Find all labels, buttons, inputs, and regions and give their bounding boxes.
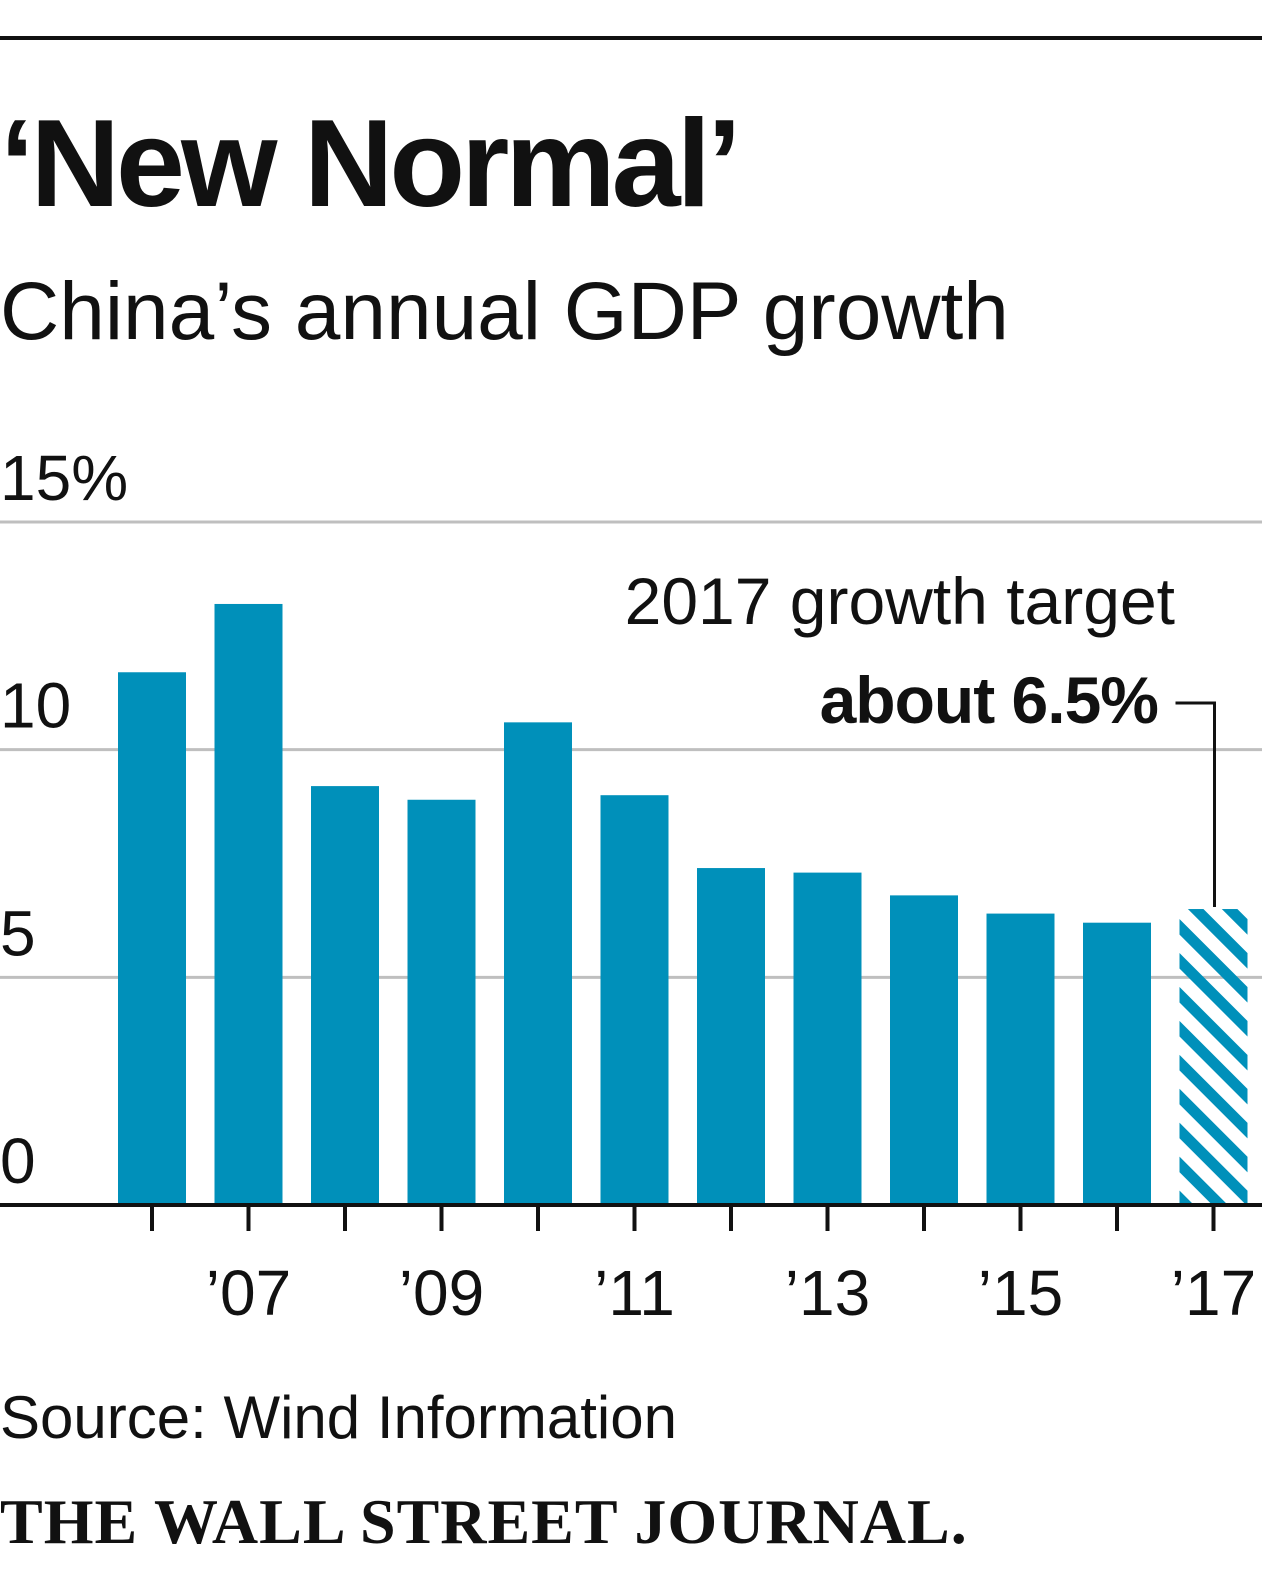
y-tick-label: 0 <box>0 1125 36 1197</box>
bar <box>697 868 765 1205</box>
y-tick-label: 5 <box>0 897 36 969</box>
bar-projected <box>1179 909 1248 1205</box>
source-note: Source: Wind Information <box>0 1384 677 1451</box>
bar <box>504 722 572 1205</box>
annotation-line2: about 6.5% <box>820 663 1158 737</box>
y-tick-label: 10 <box>0 670 71 742</box>
bar <box>793 872 862 1205</box>
bar <box>407 799 476 1205</box>
x-tick-label: ’07 <box>206 1257 291 1329</box>
chart-subtitle: China’s annual GDP growth <box>0 266 1009 357</box>
x-tick-label: ’09 <box>399 1257 484 1329</box>
y-tick-label: 15% <box>0 442 128 514</box>
x-tick-label: ’15 <box>978 1257 1063 1329</box>
bar <box>890 895 958 1205</box>
annotation-leader-line <box>1175 701 1216 908</box>
y-axis-tick-labels: 0 5 10 15% <box>0 442 128 1197</box>
bar <box>600 795 669 1205</box>
x-axis-ticks: ’07 ’09 ’11 ’13 ’15 ’17 <box>150 1205 1256 1329</box>
bar <box>118 672 186 1205</box>
bar <box>986 913 1055 1205</box>
chart-title: ‘New Normal’ <box>0 95 742 233</box>
annotation-line1: 2017 growth target <box>625 564 1175 638</box>
bar <box>1083 922 1151 1205</box>
bars <box>118 603 1248 1205</box>
bar <box>311 786 379 1205</box>
bar-chart: 0 5 10 15% ’07 ’09 ’11 ’13 ’15 ’17 2017 growth t… <box>0 442 1262 1329</box>
x-tick-label: ’13 <box>785 1257 870 1329</box>
top-rule <box>0 36 1262 40</box>
publisher-logo: THE WALL STREET JOURNAL. <box>0 1486 968 1557</box>
target-annotation: 2017 growth target about 6.5% <box>625 564 1216 908</box>
x-tick-label: ’11 <box>594 1257 675 1329</box>
bar <box>214 603 283 1205</box>
x-tick-label: ’17 <box>1171 1257 1256 1329</box>
